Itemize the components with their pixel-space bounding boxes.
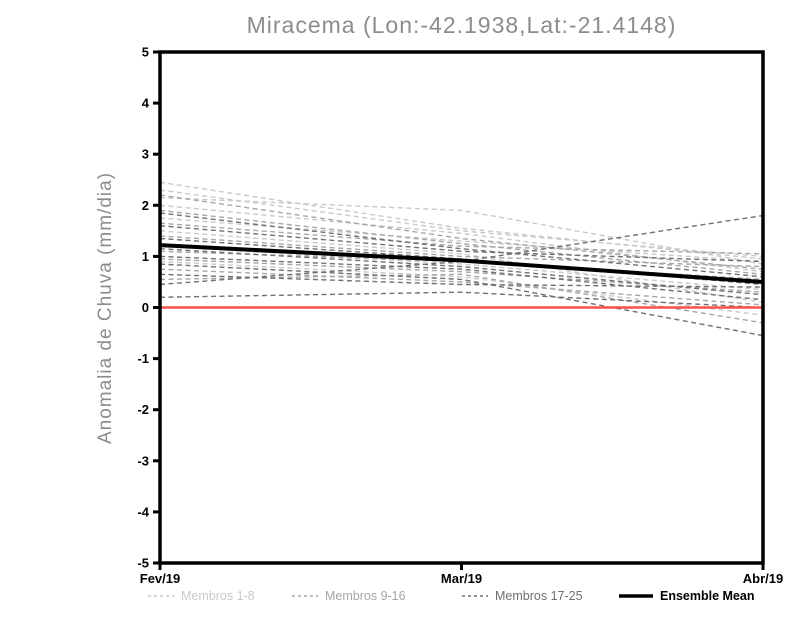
- member-line: [159, 248, 764, 296]
- y-tick-label: -4: [137, 504, 149, 519]
- chart-title: Miracema (Lon:-42.1938,Lat:-21.4148): [246, 12, 677, 38]
- member-line: [159, 291, 764, 309]
- dashed-line-swatch: [462, 595, 488, 597]
- y-tick-label: -3: [137, 453, 149, 468]
- legend-label: Membros 1-8: [181, 589, 255, 603]
- legend-item-membros-9-16: Membros 9-16: [292, 589, 406, 603]
- member-line: [159, 189, 764, 258]
- y-tick-label: -2: [137, 402, 149, 417]
- member-line: [159, 204, 764, 273]
- y-tick-label: -5: [137, 556, 149, 571]
- y-tick-label: -1: [137, 351, 149, 366]
- solid-line-swatch: [619, 594, 653, 598]
- y-tick-label: 4: [142, 96, 150, 111]
- legend: Membros 1-8 Membros 9-16 Membros 17-25 E…: [0, 589, 800, 609]
- member-line: [159, 217, 764, 263]
- y-tick-label: 5: [142, 45, 149, 60]
- y-tick-label: 0: [142, 300, 149, 315]
- member-line: [159, 255, 764, 301]
- legend-label: Ensemble Mean: [660, 589, 755, 603]
- legend-label: Membros 17-25: [495, 589, 583, 603]
- member-line: [159, 225, 764, 263]
- member-line: [159, 245, 764, 291]
- legend-label: Membros 9-16: [325, 589, 406, 603]
- x-tick-label: Mar/19: [441, 571, 482, 586]
- member-line: [159, 212, 764, 278]
- dashed-line-swatch: [148, 595, 174, 597]
- member-line: [159, 268, 764, 306]
- ensemble-mean-line: [159, 243, 764, 284]
- member-line: [159, 263, 764, 337]
- member-line: [159, 181, 764, 260]
- member-line: [159, 209, 764, 275]
- y-tick-label: 3: [142, 147, 149, 162]
- legend-item-membros-17-25: Membros 17-25: [462, 589, 583, 603]
- y-tick-label: 2: [142, 198, 149, 213]
- dashed-line-swatch: [292, 595, 318, 597]
- member-line: [159, 196, 764, 265]
- member-line: [159, 235, 764, 268]
- member-line: [159, 222, 764, 255]
- y-tick-label: 1: [142, 249, 149, 264]
- member-line: [159, 273, 764, 288]
- x-tick-label: Abr/19: [743, 571, 783, 586]
- legend-item-ensemble-mean: Ensemble Mean: [619, 589, 754, 603]
- x-tick-label: Fev/19: [140, 571, 180, 586]
- legend-item-membros-1-8: Membros 1-8: [148, 589, 255, 603]
